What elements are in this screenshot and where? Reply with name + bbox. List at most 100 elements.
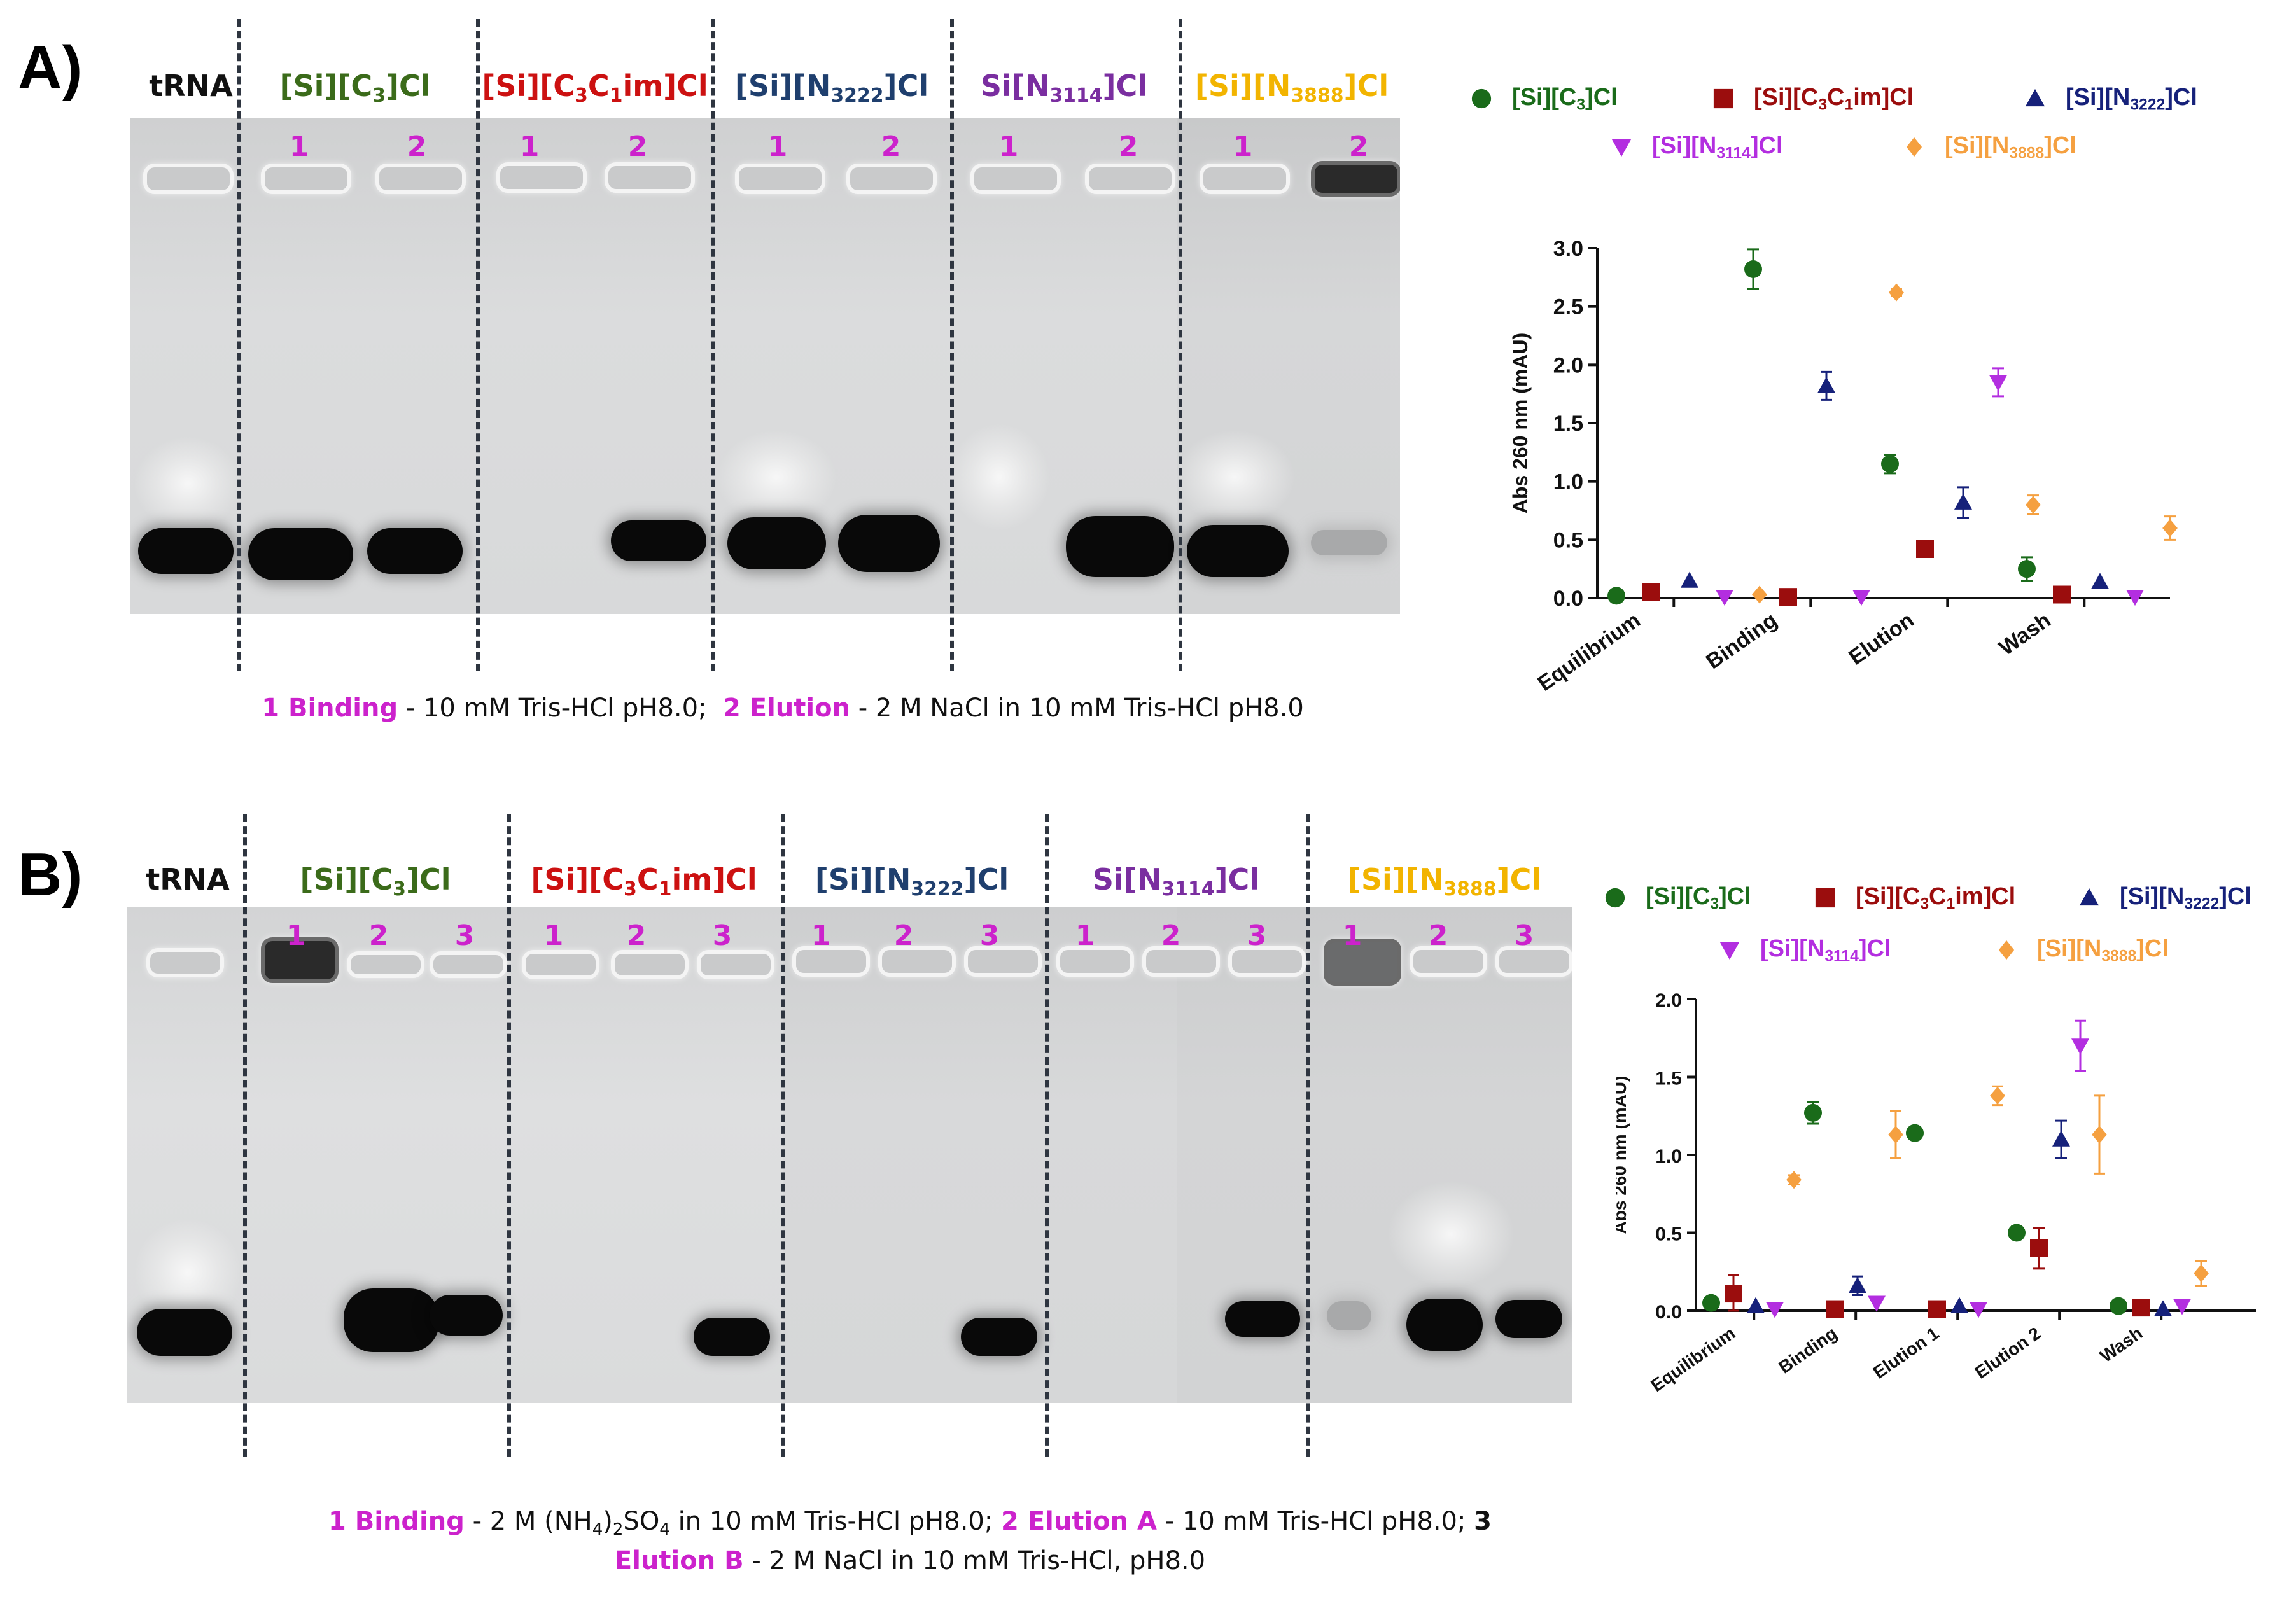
legend-label-part: 3 [1576, 96, 1586, 114]
legend-item: [Si][N3888]Cl [1903, 132, 2076, 162]
gel-well [261, 164, 351, 194]
legend-label-part: 1 [1844, 96, 1854, 114]
caption-binding-label: 1 Binding [328, 1507, 465, 1536]
legend-label-part: 3114 [1716, 144, 1751, 162]
caption-binding-text: - 10 mM Tris-HCl pH8.0; [398, 694, 723, 723]
lane-title-part: 3 [624, 877, 637, 900]
legend-label-part: C [1827, 84, 1845, 111]
legend-label-part: 3888 [2009, 144, 2045, 162]
legend-label-part: 3 [1710, 895, 1719, 913]
caption-text-part: ) [603, 1507, 613, 1536]
triangle-down-marker-icon [1610, 136, 1633, 158]
rna-band [138, 528, 234, 574]
data-point [1990, 1086, 2005, 1105]
lane-number: 3 [1247, 919, 1267, 952]
lane-title-part: im]Cl [622, 69, 708, 103]
y-tick-label: 2.0 [1553, 353, 1583, 377]
diamond-marker-icon [1995, 939, 2018, 961]
rna-band [248, 528, 353, 580]
lane-number: 3 [454, 919, 475, 952]
lane-title-part: ]Cl [883, 69, 929, 103]
data-point [1716, 589, 1733, 606]
lane-number: 1 [286, 919, 306, 952]
lane-title-part: ]Cl [405, 862, 451, 897]
legend-label-part: [Si][N [2066, 84, 2131, 111]
data-point [1889, 283, 1904, 302]
data-point [1804, 1103, 1822, 1122]
lane-title: [Si][N3888]Cl [1348, 862, 1541, 900]
data-point [1747, 1297, 1765, 1313]
rna-band [694, 1318, 770, 1356]
legend-label-part: ]Cl [1858, 935, 1891, 962]
data-point [2018, 560, 2036, 578]
caption-elution-label: 2 Elution [722, 694, 851, 723]
legend-label-part: 3 [1818, 96, 1828, 114]
legend-label-part: C [1929, 883, 1947, 910]
caption-sub: 4 [659, 1519, 670, 1539]
gel-well [146, 948, 224, 977]
y-tick-label: 1.0 [1655, 1146, 1682, 1167]
data-point [1702, 1294, 1720, 1312]
rna-band-faint [1327, 1301, 1371, 1330]
lane-number: 2 [893, 919, 914, 952]
lane-title: [Si][C3C1im]Cl [482, 69, 708, 107]
rna-band [961, 1318, 1037, 1356]
x-category-label: Binding [1702, 608, 1781, 674]
gel-well [1324, 939, 1401, 986]
lane-title-part: 3888 [1443, 877, 1497, 900]
gel-well [970, 164, 1061, 194]
lane-title: [Si][N3888]Cl [1195, 69, 1389, 107]
gel-well [1495, 946, 1572, 977]
rna-band [137, 1309, 232, 1356]
legend-item: [Si][C3]Cl [1604, 883, 1751, 913]
lane-title: [Si][C3]Cl [279, 69, 430, 107]
lane-divider [711, 19, 715, 671]
lane-number: 1 [1233, 130, 1253, 163]
lane-title-part: 1 [609, 84, 623, 107]
lane-number: 2 [881, 130, 901, 163]
data-point [1881, 455, 1899, 473]
legend-item: [Si][N3222]Cl [2024, 84, 2197, 114]
lane-number: 2 [1161, 919, 1181, 952]
caption-sub: 4 [592, 1519, 603, 1539]
data-point [1954, 493, 1972, 510]
lane-number: 1 [519, 130, 540, 163]
lane-title-part: [Si][C [531, 862, 624, 897]
caption-binding-label: 1 Binding [262, 694, 398, 723]
lane-title-part: [Si][C [300, 862, 393, 897]
gel-well [522, 950, 599, 979]
diamond-marker-icon [1903, 136, 1926, 158]
triangle-down-marker-icon [1718, 939, 1741, 961]
legend-item: [Si][C3C1im]Cl [1712, 84, 1914, 114]
gel-well [1228, 946, 1306, 977]
legend-label-part: [Si][N [2120, 883, 2185, 910]
data-point [2071, 1038, 2089, 1055]
lane-number: 3 [712, 919, 732, 952]
lane-number: 1 [543, 919, 564, 952]
data-point [1928, 1300, 1946, 1318]
caption-elution-a-text: - 10 mM Tris-HCl pH8.0; [1157, 1507, 1474, 1536]
data-point [1849, 1276, 1866, 1293]
lane-number: 2 [368, 919, 389, 952]
data-point [1766, 1302, 1784, 1318]
gel-well [964, 946, 1042, 977]
lane-title: [Si][C3]Cl [300, 862, 451, 900]
y-tick-label: 0.5 [1655, 1224, 1682, 1245]
panel-a-label: A) [18, 34, 83, 102]
rna-band [611, 520, 706, 561]
legend-label-part: 3114 [1824, 947, 1859, 965]
caption-binding-text: - 2 M (NH4)2SO4 in 10 mM Tris-HCl pH8.0; [465, 1507, 1001, 1539]
y-axis-label: Abs 260 nm (mAU) [1616, 1076, 1630, 1234]
lane-title-part: 3114 [1161, 877, 1215, 900]
x-category-label: Equilibrium [1648, 1323, 1739, 1396]
legend-label-part: ]Cl [2165, 84, 2197, 111]
data-point [2092, 1126, 2107, 1144]
data-point [2126, 589, 2144, 606]
data-point [1744, 260, 1762, 278]
legend-item: [Si][C3]Cl [1470, 84, 1618, 114]
data-point [1989, 375, 2007, 391]
legend-label-part: ]Cl [2044, 132, 2076, 159]
lane-number: 3 [1514, 919, 1534, 952]
data-point [2162, 519, 2178, 537]
legend-label-part: ]Cl [1719, 883, 1751, 910]
